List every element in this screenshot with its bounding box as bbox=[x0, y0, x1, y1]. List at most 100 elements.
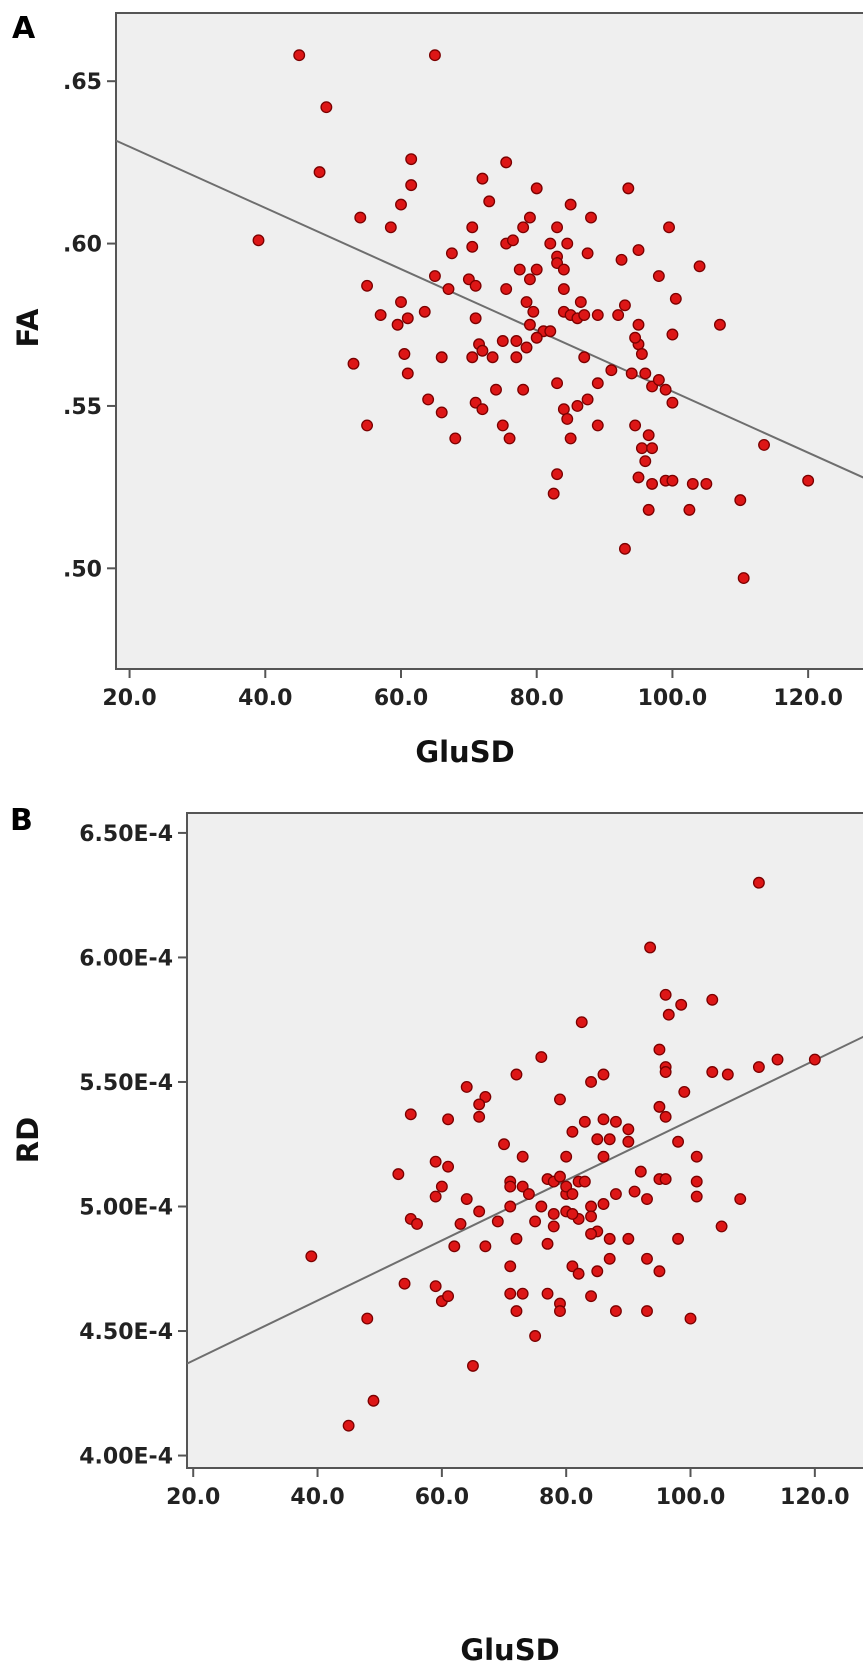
panel-a-data-point bbox=[442, 283, 455, 295]
panel-a-y-axis: .50 .55 .60 .65 bbox=[63, 70, 116, 582]
panel-b-data-point bbox=[659, 1173, 672, 1186]
panel-b-data-point bbox=[392, 1168, 405, 1181]
panel-a-data-point bbox=[615, 253, 628, 266]
panel-b-data-point bbox=[653, 1265, 666, 1278]
panel-b-x-tick-label: 20.0 bbox=[166, 1485, 220, 1510]
panel-b-data-point bbox=[522, 1188, 535, 1200]
panel-a-data-point bbox=[520, 341, 533, 354]
panel-a-data-point bbox=[483, 195, 496, 208]
panel-b-data-point bbox=[404, 1108, 417, 1121]
panel-b-data-point bbox=[541, 1287, 554, 1300]
panel-a-data-point bbox=[435, 351, 448, 364]
panel-b-data-point bbox=[578, 1115, 591, 1128]
panel-b-data-point bbox=[460, 1081, 473, 1093]
panel-b-data-point bbox=[597, 1068, 610, 1081]
panel-b-data-point bbox=[641, 1305, 653, 1318]
panel-a-data-point bbox=[496, 335, 509, 347]
panel-a-data-point bbox=[629, 331, 642, 344]
panel-a-data-point bbox=[666, 474, 679, 487]
panel-b-data-point bbox=[305, 1250, 318, 1263]
panel-a-data-point bbox=[496, 419, 509, 432]
panel-b-data-point bbox=[585, 1227, 598, 1240]
panel-b-data-point bbox=[516, 1180, 529, 1193]
panel-b-data-point bbox=[641, 1252, 653, 1265]
panel-a-data-point bbox=[449, 432, 462, 445]
panel-a-data-point bbox=[428, 270, 441, 282]
panel-a-data-point bbox=[551, 221, 564, 234]
panel-b-data-point bbox=[622, 1123, 635, 1136]
panel-a-data-point bbox=[652, 270, 665, 282]
panel-a-data-point bbox=[635, 348, 648, 360]
panel-a-data-point bbox=[591, 309, 604, 321]
panel-a-data-point bbox=[469, 312, 482, 325]
panel-a-data-point bbox=[510, 351, 523, 364]
panel-a-data-point bbox=[530, 182, 543, 195]
panel-a-data-point bbox=[320, 101, 333, 114]
panel-a-letter: A bbox=[12, 11, 36, 46]
panel-b-data-point bbox=[808, 1053, 821, 1066]
panel-a-data-point bbox=[666, 328, 679, 341]
panel-b-y-tick-label: 5.00E-4 bbox=[79, 1195, 173, 1220]
panel-a-data-point bbox=[693, 260, 706, 273]
panel-a-data-point bbox=[557, 403, 570, 416]
panel-a-data-point bbox=[544, 325, 557, 338]
panel-b-data-point bbox=[641, 1193, 653, 1205]
panel-b-data-point bbox=[572, 1267, 585, 1280]
panel-a-data-point bbox=[686, 477, 699, 490]
panel-a-data-point bbox=[523, 211, 536, 224]
panel-a-data-point bbox=[557, 263, 570, 276]
panel-b-y-axis-title: RD bbox=[11, 1117, 45, 1163]
panel-a-data-point bbox=[802, 474, 815, 487]
panel-a-data-point bbox=[622, 182, 635, 195]
panel-a-data-point bbox=[581, 247, 594, 260]
panel-b-data-point bbox=[367, 1394, 380, 1407]
panel-b-data-point bbox=[659, 988, 672, 1001]
panel-a-data-point bbox=[293, 49, 306, 62]
panel-a-data-point bbox=[700, 477, 713, 490]
panel-a-x-tick-label: 20.0 bbox=[102, 686, 156, 711]
panel-b-data-point bbox=[721, 1068, 734, 1081]
panel-b-data-point bbox=[473, 1110, 486, 1123]
panel-b-data-point bbox=[597, 1198, 610, 1210]
panel-b-data-point bbox=[460, 1193, 473, 1205]
panel-a-data-point bbox=[486, 351, 499, 364]
panel-b-data-point bbox=[554, 1170, 566, 1183]
panel-b-data-point bbox=[609, 1115, 622, 1128]
panel-b-data-point bbox=[644, 941, 657, 954]
panel-a-data-point bbox=[347, 357, 360, 370]
panel-b-data-point bbox=[575, 1016, 588, 1029]
panel-b-data-point bbox=[591, 1133, 604, 1146]
panel-a-data-point bbox=[469, 279, 482, 292]
panel-b-x-axis: 20.0 40.0 60.0 80.0 100.0 120.0 bbox=[166, 1468, 850, 1510]
panel-a-fit-line bbox=[115, 139, 863, 479]
panel-a-x-tick-label: 100.0 bbox=[638, 686, 708, 711]
panel-b-data-point bbox=[454, 1217, 467, 1230]
panel-a-data-point bbox=[639, 367, 652, 380]
panel-a-data-point bbox=[632, 244, 645, 257]
panel-b-y-tick-label: 4.50E-4 bbox=[79, 1320, 173, 1345]
panel-a-data-point bbox=[422, 393, 435, 406]
panel-b-y-tick-label: 5.50E-4 bbox=[79, 1071, 173, 1096]
panel-b-data-point bbox=[473, 1098, 486, 1111]
panel-a-data-point bbox=[530, 331, 543, 344]
panel-b-data-point bbox=[622, 1135, 635, 1148]
panel-b-data-point bbox=[547, 1208, 560, 1220]
panel-a-data-point bbox=[435, 406, 448, 419]
panel-b-data-point bbox=[510, 1232, 523, 1245]
panel-b-data-point bbox=[560, 1180, 573, 1193]
panel-b-data-point bbox=[466, 1359, 479, 1372]
panel-a-data-point bbox=[313, 166, 326, 179]
panel-a-data-point bbox=[544, 237, 557, 250]
panel-b-y-axis: 4.00E-4 4.50E-4 5.00E-4 5.50E-4 6.00E-4 6.50E… bbox=[79, 822, 187, 1470]
panel-b-data-point bbox=[684, 1312, 697, 1325]
panel-a-data-point bbox=[635, 442, 648, 455]
panel-b-data-point bbox=[597, 1150, 610, 1163]
panel-b-data-point bbox=[690, 1150, 703, 1163]
panel-b-data-point bbox=[529, 1330, 542, 1342]
panel-a-x-axis: 20.0 40.0 60.0 80.0 100.0 120.0 bbox=[102, 669, 843, 711]
panel-a-data-point bbox=[517, 221, 530, 234]
panel-b-data-point bbox=[634, 1165, 647, 1178]
panel-a-data-point bbox=[547, 487, 560, 500]
panel-a-data-point bbox=[405, 153, 418, 166]
panel-b-data-point bbox=[672, 1135, 685, 1148]
